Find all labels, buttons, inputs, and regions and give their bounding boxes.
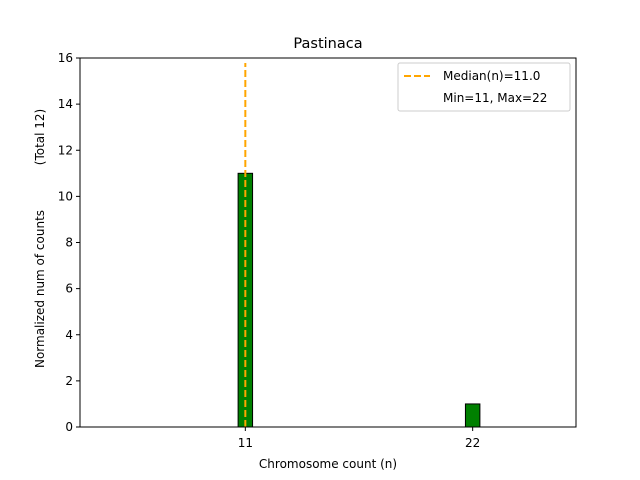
x-axis-label: Chromosome count (n): [259, 457, 397, 471]
y-tick-label: 14: [58, 97, 73, 111]
y-tick-label: 16: [58, 51, 73, 65]
legend: Median(n)=11.0 Min=11, Max=22: [397, 62, 571, 112]
y-tick-label: 10: [58, 189, 73, 203]
legend-range-label: Min=11, Max=22: [443, 91, 547, 105]
y-axis-ticks: 0 2 4 6 8 10 12 14 16: [58, 51, 80, 434]
y-tick-label: 6: [65, 282, 73, 296]
y-axis-total-note: (Total 12): [33, 109, 47, 165]
y-tick-label: 4: [65, 328, 73, 342]
y-tick-label: 0: [65, 420, 73, 434]
x-tick-label: 11: [238, 436, 253, 450]
x-axis-ticks: 11 22: [238, 427, 480, 450]
x-tick-label: 22: [465, 436, 480, 450]
plot-frame: [79, 57, 577, 428]
legend-box: [397, 62, 571, 112]
y-tick-label: 2: [65, 374, 73, 388]
bars-layer: [237, 172, 481, 428]
bar-22: [464, 403, 481, 428]
y-tick-label: 12: [58, 143, 73, 157]
chart-title: Pastinaca: [293, 36, 362, 52]
y-tick-label: 8: [65, 236, 73, 250]
y-axis-label: Normalized num of counts: [33, 210, 47, 368]
legend-median-label: Median(n)=11.0: [443, 69, 540, 83]
